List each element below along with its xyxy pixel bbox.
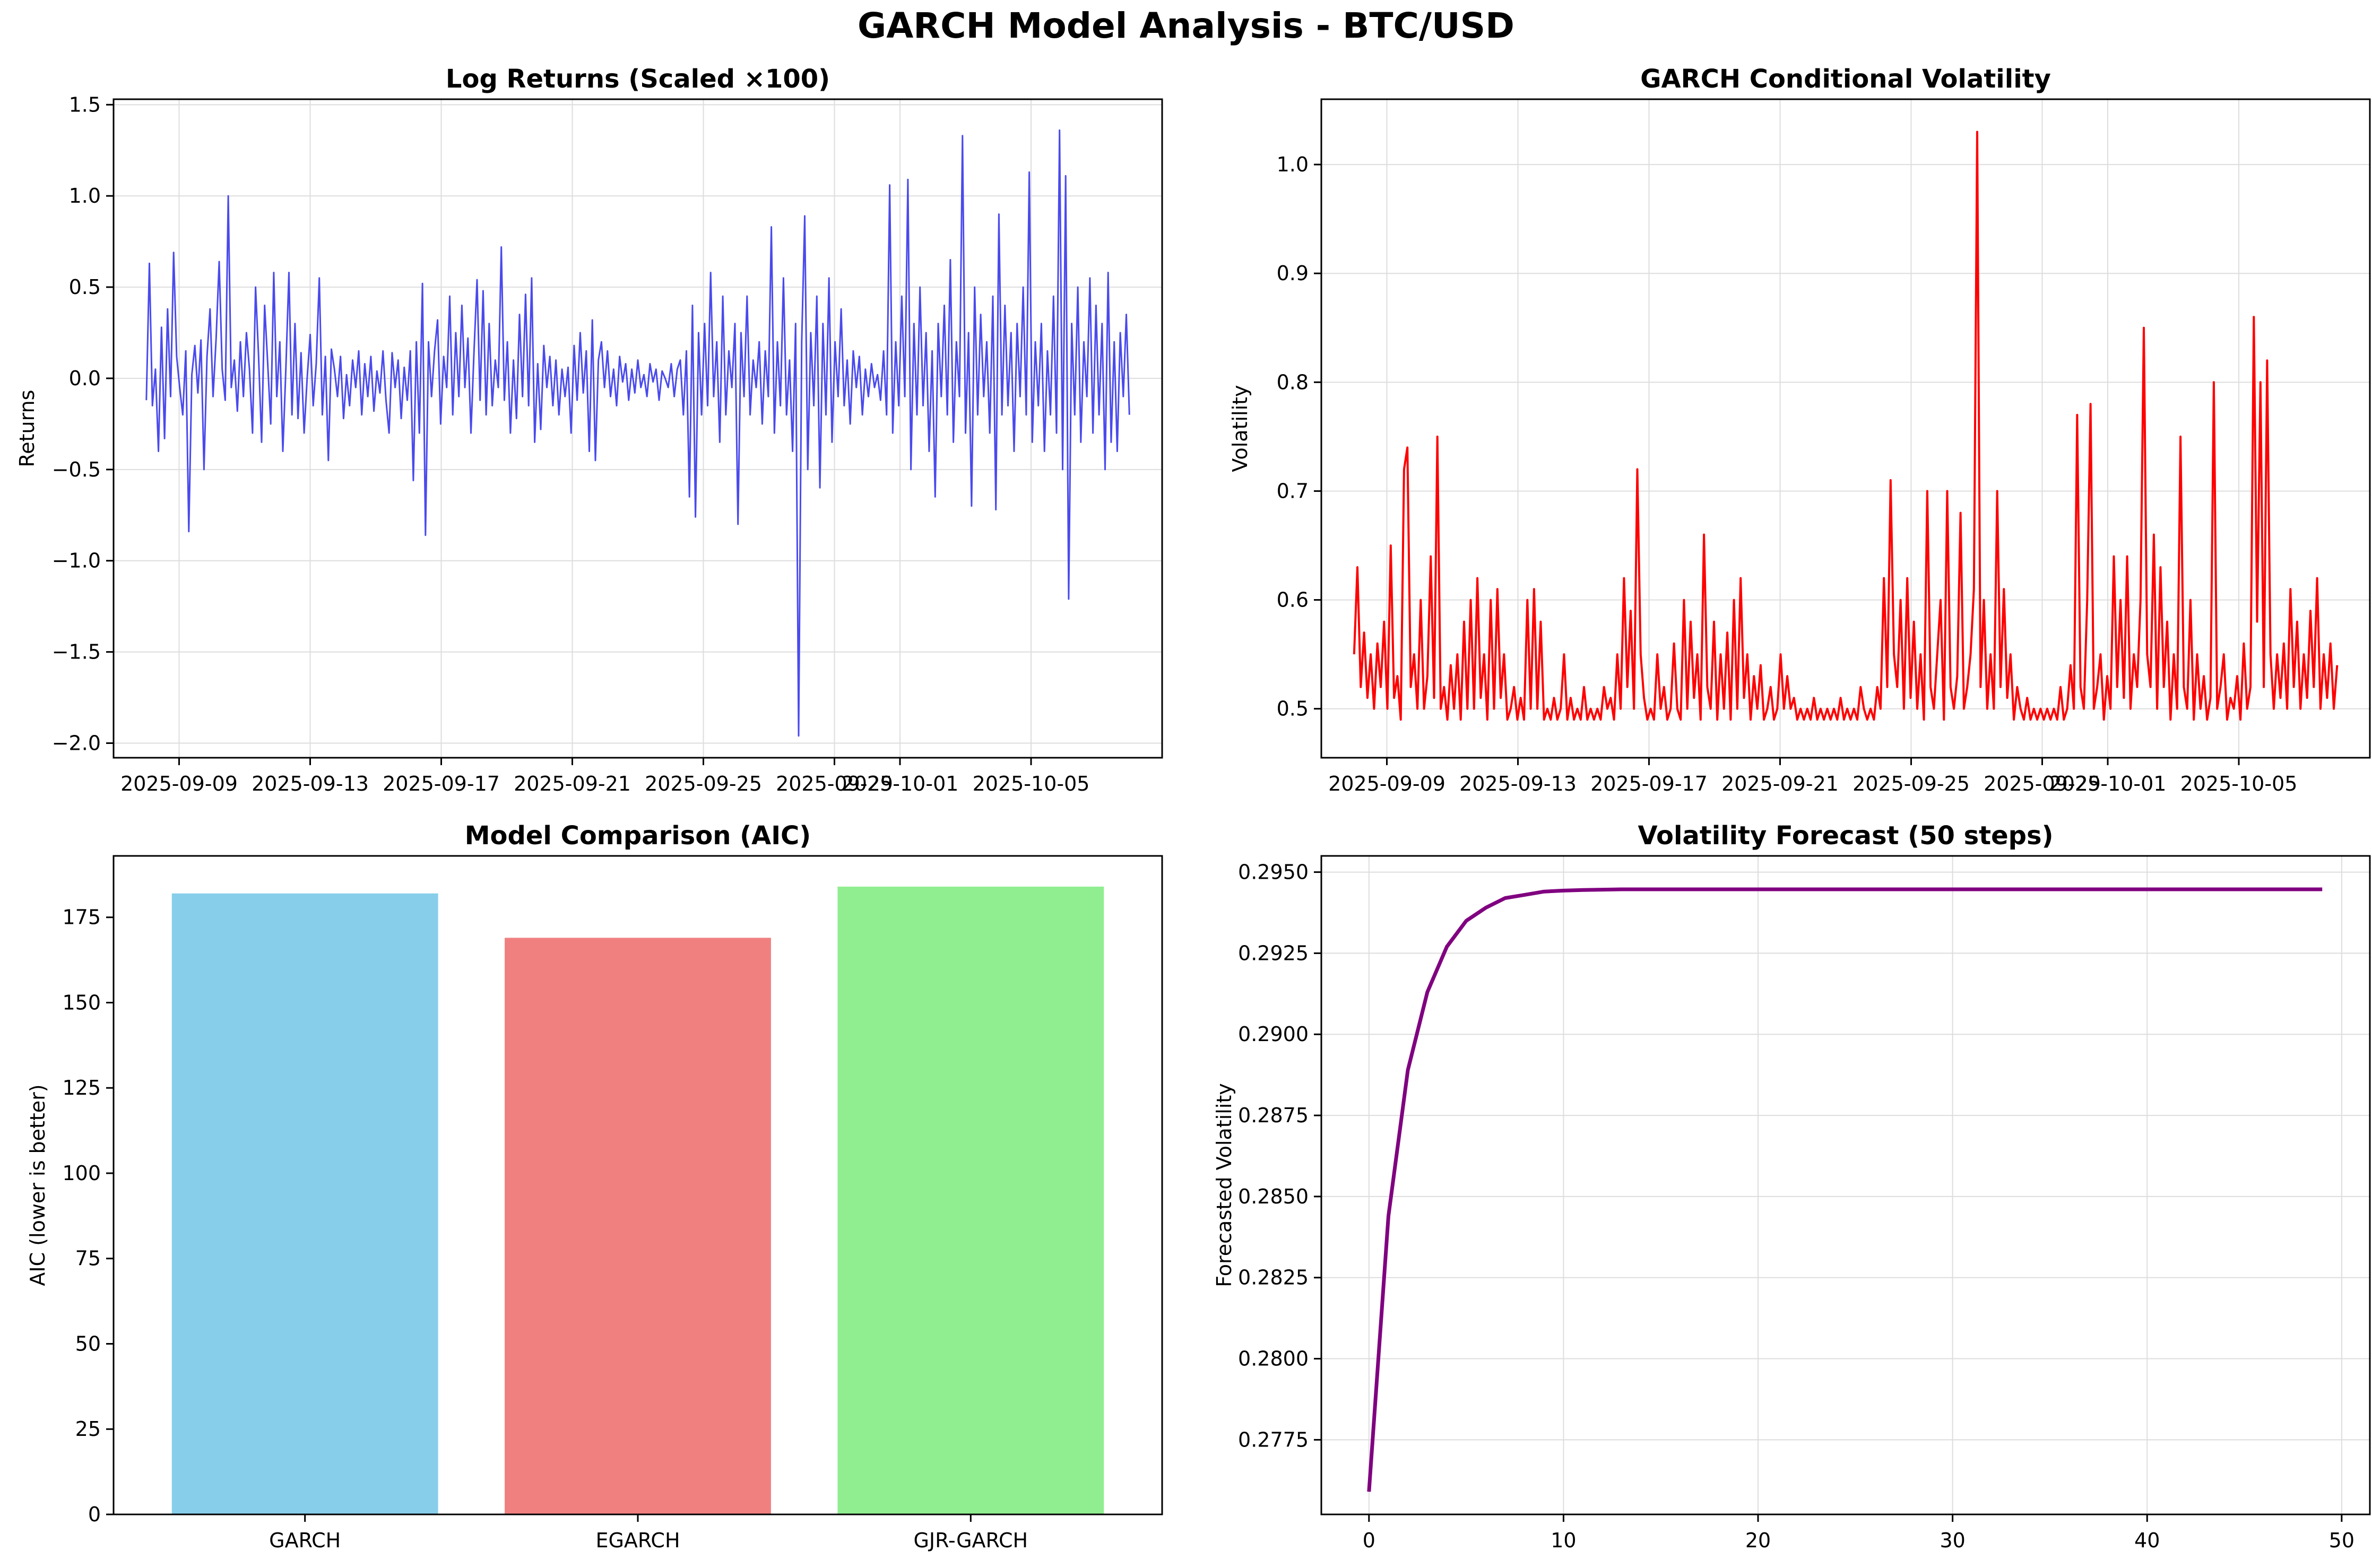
y-tick-label: 100 [62, 1162, 101, 1185]
bar-garch [171, 893, 438, 1514]
chart-forecast: 0.2775 0.2800 0.2825 0.2850 0.2875 0.2900 0.29… [1213, 821, 2371, 1552]
y-tick-label: 0.5 [69, 275, 101, 299]
axes-frame [1320, 98, 2371, 759]
x-tick-label: 2025-10-05 [973, 772, 1090, 795]
y-tick-label: 0 [88, 1503, 101, 1526]
x-tick-label: GARCH [269, 1529, 341, 1552]
x-tick-label: 20 [1745, 1529, 1771, 1552]
x-tick-label: 2025-09-21 [514, 772, 631, 795]
x-tick-label: 2025-09-13 [1459, 772, 1577, 795]
y-tick-label: 1.0 [69, 184, 101, 207]
bar-gjr-garch [837, 886, 1104, 1514]
x-tick-label: 0 [1363, 1529, 1375, 1552]
chart-title: GARCH Conditional Volatility [1640, 64, 2051, 94]
x-tick-label: 50 [2329, 1529, 2354, 1552]
y-tick-label: −1.5 [52, 640, 101, 664]
series-line-volatility [1353, 131, 2339, 721]
axes-frame [112, 855, 1163, 1515]
x-tick-label: 40 [2134, 1529, 2160, 1552]
y-tick-label: 0.2900 [1238, 1023, 1309, 1046]
y-tick-label: 0.2775 [1238, 1428, 1309, 1451]
x-tick-label: 2025-09-29 [1984, 772, 2101, 795]
y-tick-label: 1.5 [69, 93, 101, 116]
x-tick-label: 2025-09-21 [1721, 772, 1839, 795]
y-tick-label: 0.8 [1277, 370, 1309, 394]
x-tick-label: 2025-09-13 [252, 772, 369, 795]
y-tick-label: 0.2875 [1238, 1104, 1309, 1127]
x-tick-label: 2025-10-05 [2180, 772, 2298, 795]
grid [1321, 856, 2370, 1514]
figure-title: GARCH Model Analysis - BTC/USD [858, 5, 1514, 46]
y-axis-label: Forecasted Volatility [1213, 1083, 1236, 1287]
y-tick-label: 0.2800 [1238, 1347, 1309, 1371]
y-tick-label: 0.5 [1277, 697, 1309, 721]
y-tick-label: 0.2925 [1238, 941, 1309, 965]
y-tick-label: 50 [75, 1332, 101, 1355]
y-tick-label: 0.2850 [1238, 1185, 1309, 1208]
chart-title: Volatility Forecast (50 steps) [1638, 821, 2053, 851]
y-tick-label: 150 [62, 991, 101, 1014]
y-tick-label: 1.0 [1277, 153, 1309, 176]
x-tick-label: 2025-10-01 [2049, 772, 2167, 795]
x-tick-label: 2025-09-09 [120, 772, 238, 795]
axes-frame [1320, 855, 2371, 1515]
x-tick-label: 2025-09-09 [1328, 772, 1445, 795]
chart-title: Log Returns (Scaled ×100) [446, 64, 830, 94]
y-tick-label: 0.7 [1277, 479, 1309, 503]
y-axis-label: AIC (lower is better) [26, 1084, 49, 1286]
y-axis-label: Volatility [1228, 385, 1252, 472]
y-tick-label: 0.2825 [1238, 1266, 1309, 1289]
y-axis-label: Returns [15, 390, 39, 467]
y-tick-label: −0.5 [52, 458, 101, 481]
y-tick-label: 0.6 [1277, 588, 1309, 612]
x-tick-label: 2025-09-17 [1590, 772, 1708, 795]
x-tick-label: 2025-09-25 [1852, 772, 1970, 795]
y-tick-label: 0.9 [1277, 262, 1309, 285]
y-tick-label: 25 [75, 1417, 101, 1441]
x-tick-label: 10 [1551, 1529, 1576, 1552]
x-tick-label: GJR-GARCH [913, 1529, 1028, 1552]
x-tick-label: 30 [1940, 1529, 1965, 1552]
chart-title: Model Comparison (AIC) [465, 821, 811, 851]
bar-egarch [505, 938, 771, 1514]
y-tick-label: 0.2950 [1238, 861, 1309, 884]
chart-returns: −2.0 −1.5 −1.0 −0.5 0.0 0.5 1.0 1.5 2025-09-09 20… [15, 64, 1163, 795]
y-tick-label: 175 [62, 906, 101, 929]
chart-volatility: 0.5 0.6 0.7 0.8 0.9 1.0 2025-09-09 2025-09-13 20… [1228, 64, 2371, 795]
grid [114, 99, 1162, 758]
y-tick-label: −1.0 [52, 549, 101, 573]
y-tick-label: −2.0 [52, 731, 101, 755]
y-tick-label: 0.0 [69, 367, 101, 390]
axes-frame [112, 98, 1163, 759]
series-line-returns [145, 129, 1130, 737]
x-tick-label: 2025-10-01 [842, 772, 959, 795]
y-tick-label: 75 [75, 1247, 101, 1270]
x-tick-label: EGARCH [595, 1529, 680, 1552]
x-tick-label: 2025-09-25 [645, 772, 762, 795]
x-tick-label: 2025-09-17 [383, 772, 500, 795]
series-line-forecast [1367, 887, 2323, 1492]
chart-aic: GARCH EGARCH GJR-GARCH 0 25 50 75 100 125 150 175 M… [26, 821, 1163, 1552]
y-tick-label: 125 [62, 1076, 101, 1099]
x-tick-label: 2025-09-29 [776, 772, 893, 795]
